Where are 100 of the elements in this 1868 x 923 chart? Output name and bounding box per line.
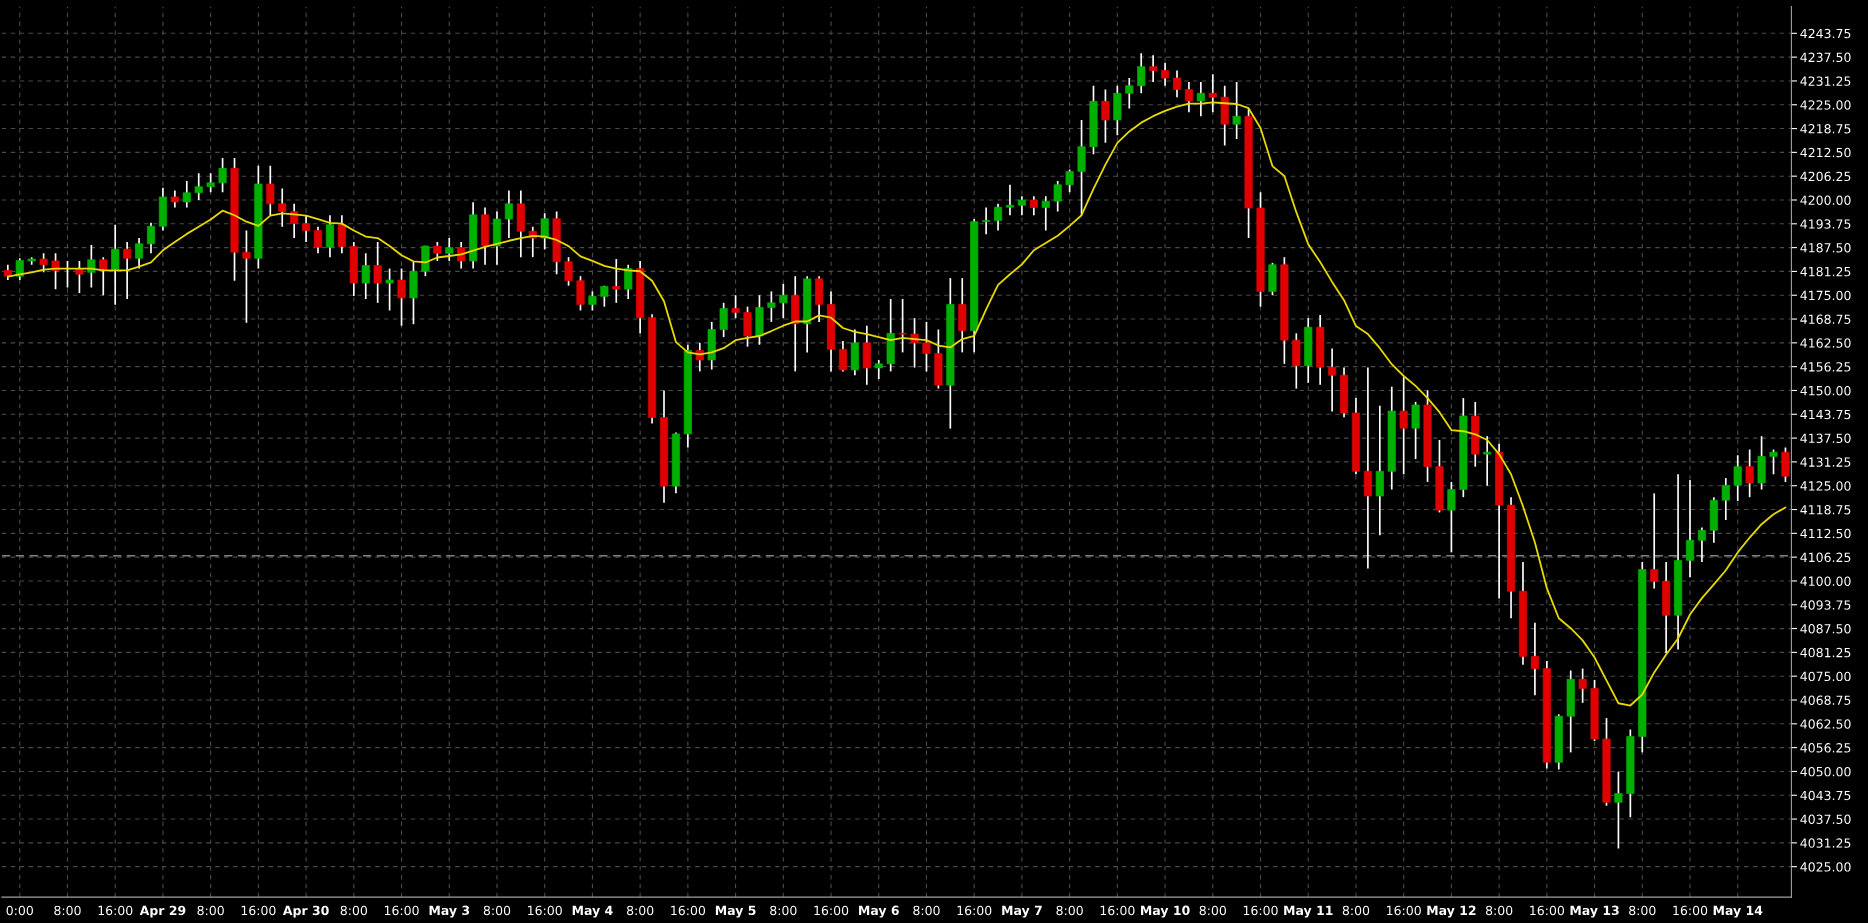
y-tick-label: 4118.75 [1800, 505, 1851, 515]
y-tick-label: 4068.75 [1800, 695, 1851, 705]
candlestick [361, 252, 370, 300]
candlestick [1184, 81, 1193, 114]
x-tick-label: 8:00 [1199, 905, 1226, 916]
x-tick-label: 16:00 [1673, 905, 1708, 916]
candlestick [39, 252, 48, 274]
x-tick-label: 8:00 [1485, 905, 1513, 916]
y-tick-label: 4175.00 [1800, 290, 1851, 301]
x-tick-label: 16:00 [1100, 905, 1135, 916]
candlestick [1781, 446, 1790, 483]
candlestick [135, 237, 144, 270]
candlestick [779, 282, 788, 319]
x-tick-label: 0:00 [6, 905, 33, 916]
y-tick-label: 4231.25 [1800, 76, 1851, 86]
candlestick [1137, 52, 1146, 95]
candlestick [1650, 492, 1659, 590]
candlestick [588, 290, 597, 312]
candlestick [1363, 366, 1372, 570]
y-tick-label: 4237.50 [1800, 52, 1851, 63]
candlestick [1208, 73, 1217, 114]
x-tick-label: Apr 29 [139, 905, 186, 918]
x-tick-label: 8:00 [1629, 905, 1656, 916]
y-tick-label: 4168.75 [1800, 314, 1851, 324]
candlestick [1017, 195, 1026, 217]
candlestick [898, 298, 907, 354]
x-tick-label: 8:00 [770, 905, 797, 916]
candlestick [1172, 69, 1182, 98]
x-tick-label: 8:00 [340, 905, 368, 916]
y-tick-label: 4200.00 [1800, 195, 1851, 205]
y-tick-label: 4037.50 [1800, 814, 1851, 824]
candlestick [1411, 401, 1420, 460]
x-tick-label: 16:00 [1243, 905, 1278, 916]
candlestick [1614, 770, 1623, 850]
y-tick-label: 4043.75 [1800, 790, 1851, 801]
candlestick [206, 172, 215, 194]
candlestick [1161, 62, 1170, 87]
candlestick [1483, 435, 1492, 487]
x-tick-label: 8:00 [54, 905, 81, 916]
candlestick [838, 340, 847, 373]
candlestick [767, 290, 776, 323]
y-tick-label: 4218.75 [1800, 124, 1851, 134]
y-tick-label: 4125.00 [1800, 481, 1851, 491]
candlestick [1578, 667, 1587, 704]
x-tick-label: 16:00 [671, 905, 706, 916]
y-tick-label: 4031.25 [1800, 838, 1851, 848]
candlestick [564, 256, 573, 287]
x-tick-label: 16:00 [98, 905, 133, 916]
x-tick-label: May 10 [1141, 905, 1190, 918]
candlestick [982, 206, 991, 236]
candlestick [1196, 81, 1205, 118]
x-tick-label: 16:00 [528, 905, 562, 916]
y-tick-label: 4206.25 [1800, 171, 1851, 182]
y-tick-label: 4050.00 [1800, 766, 1851, 777]
x-tick-label: May 11 [1284, 905, 1333, 918]
candlestick [540, 212, 549, 251]
candlestick [123, 241, 132, 300]
candlestick [290, 202, 299, 239]
candlestick [1053, 180, 1062, 213]
y-tick-label: 4062.50 [1800, 719, 1851, 729]
x-tick-label: May 7 [1002, 905, 1042, 918]
candlestick [910, 317, 919, 369]
candlestick [146, 222, 156, 255]
candlestick [1733, 454, 1742, 502]
y-tick-label: 4193.75 [1800, 219, 1851, 229]
y-tick-label: 4056.25 [1800, 743, 1851, 753]
x-tick-label: May 5 [715, 905, 756, 918]
x-tick-label: 8:00 [626, 905, 654, 916]
x-tick-label: 16:00 [957, 905, 992, 916]
y-tick-label: 4137.50 [1800, 433, 1851, 444]
x-tick-label: Apr 30 [282, 905, 329, 918]
candlestick [1029, 195, 1038, 217]
candlestick [1149, 54, 1158, 83]
y-tick-label: 4181.25 [1800, 266, 1851, 277]
candlestick [242, 229, 251, 324]
candlestick [1447, 481, 1456, 554]
candlestick [1232, 81, 1241, 140]
candlestick [504, 189, 513, 239]
x-tick-label: May 3 [429, 905, 470, 918]
y-tick-label: 4156.25 [1800, 362, 1851, 372]
y-tick-label: 4143.75 [1800, 409, 1851, 420]
candlestick [743, 305, 752, 348]
candlestick [731, 294, 740, 319]
candlestick [433, 241, 442, 262]
candlestick [1721, 477, 1730, 521]
candlestick [373, 241, 382, 304]
candlestick [325, 214, 334, 258]
candlestick [1328, 347, 1337, 413]
x-tick-label: 16:00 [1387, 905, 1421, 916]
candlestick [278, 187, 287, 228]
candlestick [397, 267, 406, 327]
x-tick-label: May 14 [1713, 905, 1763, 918]
x-tick-label: May 4 [572, 905, 613, 918]
candlestick [922, 321, 931, 373]
x-tick-label: 16:00 [384, 905, 419, 916]
y-tick-label: 4093.75 [1800, 600, 1851, 610]
x-tick-label: 16:00 [241, 905, 276, 916]
candlestick [302, 214, 311, 243]
candlestick [218, 157, 227, 194]
x-tick-label: 8:00 [1056, 905, 1083, 916]
